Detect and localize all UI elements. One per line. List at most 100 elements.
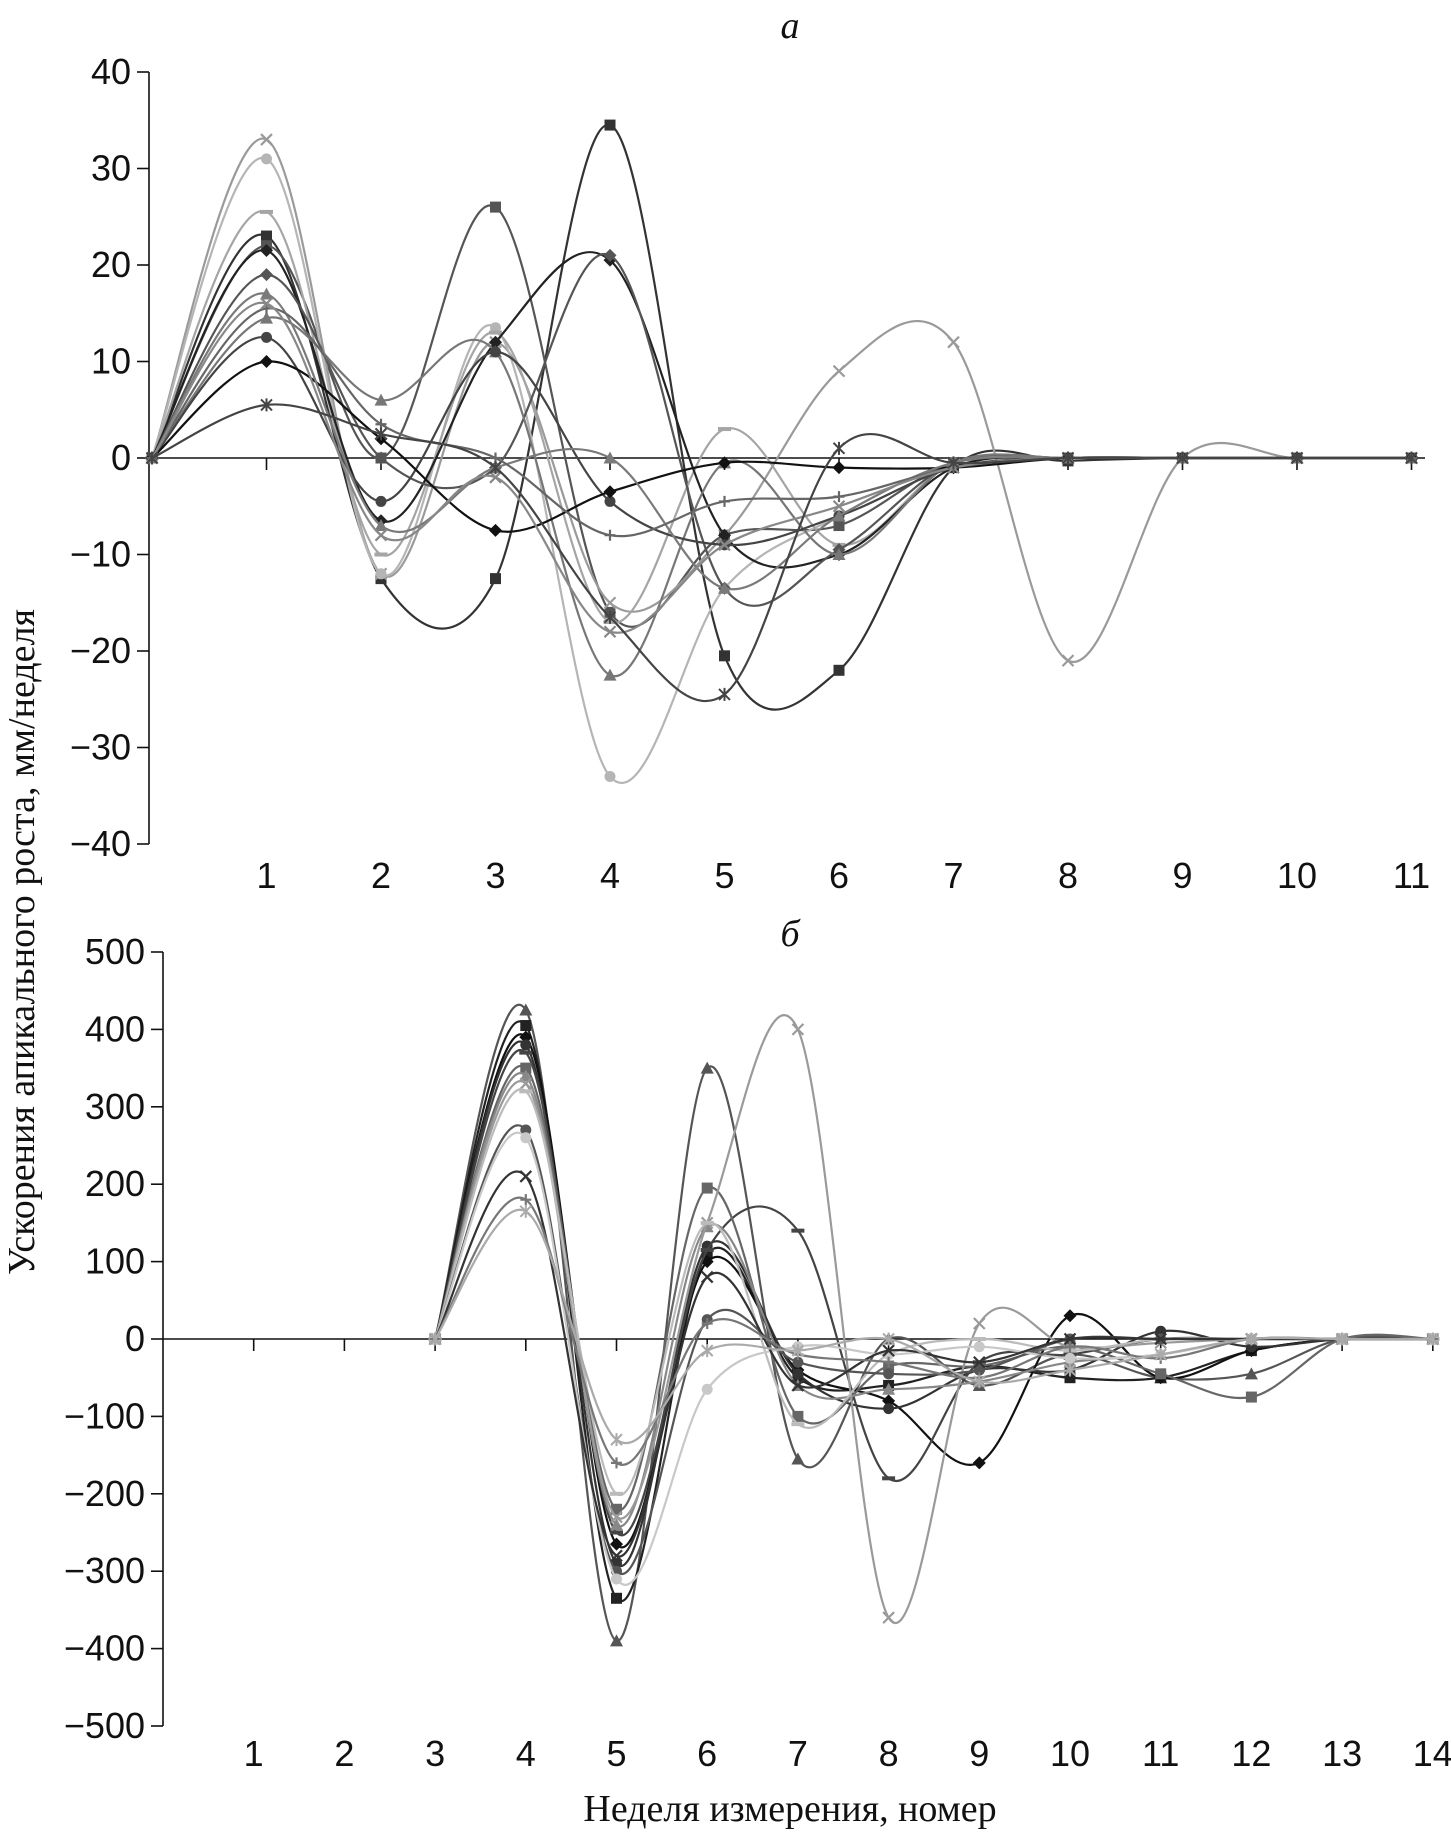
- series-4: [146, 153, 1417, 784]
- marker-star: [973, 1375, 986, 1389]
- marker-dash: [882, 1476, 896, 1481]
- marker-dash: [610, 1530, 623, 1535]
- series-line: [151, 252, 1412, 607]
- marker-circle: [1155, 1325, 1167, 1337]
- marker-x: [260, 297, 273, 310]
- marker-diamond: [972, 1456, 986, 1470]
- marker-circle: [883, 1403, 895, 1415]
- x-tick-label: 10: [1050, 1733, 1090, 1774]
- x-tick-label: 13: [1322, 1733, 1362, 1774]
- marker-circle: [261, 331, 272, 343]
- x-axis-title: Неделя измерения, номер: [583, 1788, 996, 1830]
- marker-dash: [489, 330, 502, 335]
- marker-plus: [1064, 1341, 1076, 1353]
- y-tick-label: −200: [64, 1473, 145, 1514]
- y-tick-label: 40: [91, 51, 131, 92]
- marker-circle: [973, 1341, 985, 1353]
- marker-star: [145, 451, 159, 465]
- marker-x: [832, 364, 846, 378]
- marker-dash: [700, 1220, 714, 1225]
- series-line: [151, 301, 1412, 634]
- marker-x: [1063, 1332, 1077, 1346]
- marker-star: [1061, 451, 1075, 465]
- y-tick-label: 100: [85, 1241, 145, 1282]
- series-line: [434, 1020, 1433, 1603]
- marker-triangle: [603, 668, 617, 681]
- marker-x: [832, 499, 846, 513]
- marker-dash: [260, 209, 273, 214]
- y-tick-label: −30: [70, 727, 131, 768]
- marker-x: [700, 1270, 714, 1284]
- marker-diamond: [610, 1537, 623, 1551]
- x-tick-label: 9: [1172, 855, 1192, 896]
- marker-x: [519, 1170, 533, 1183]
- marker-plus: [833, 491, 845, 503]
- y-tick-label: 500: [85, 931, 145, 972]
- marker-star: [610, 1433, 623, 1447]
- marker-x: [603, 625, 617, 638]
- marker-dash: [972, 1337, 986, 1341]
- marker-circle: [520, 1124, 532, 1136]
- x-tick-label: 3: [485, 855, 505, 896]
- marker-dash: [519, 1089, 533, 1094]
- marker-square: [1064, 1372, 1076, 1384]
- marker-circle: [792, 1368, 804, 1380]
- marker-plus: [719, 495, 730, 507]
- series-line: [151, 316, 1412, 678]
- x-tick-label: 10: [1277, 855, 1317, 896]
- marker-x: [603, 596, 617, 610]
- series-line: [434, 1014, 1433, 1624]
- marker-diamond: [260, 244, 273, 258]
- panel-a-label: a: [781, 5, 800, 47]
- marker-circle: [604, 495, 616, 507]
- series-11: [145, 287, 1418, 594]
- marker-triangle: [700, 1061, 714, 1074]
- marker-circle: [520, 1039, 532, 1051]
- series-13: [145, 297, 1418, 638]
- x-tick-label: 8: [1058, 855, 1078, 896]
- marker-star: [260, 398, 273, 412]
- y-tick-label: 0: [111, 437, 131, 478]
- marker-triangle: [1244, 1367, 1258, 1380]
- marker-star: [374, 427, 388, 441]
- marker-x: [519, 1077, 533, 1090]
- y-tick-label: −40: [70, 823, 131, 864]
- series-5: [428, 1048, 1440, 1537]
- marker-x: [610, 1510, 623, 1524]
- marker-x: [973, 1317, 986, 1330]
- marker-diamond: [1063, 1309, 1077, 1323]
- x-tick-label: 5: [606, 1733, 626, 1774]
- marker-diamond: [374, 451, 388, 465]
- x-tick-label: 8: [879, 1733, 899, 1774]
- series-line: [434, 1040, 1433, 1568]
- x-tick-label: 9: [969, 1733, 989, 1774]
- marker-x: [374, 528, 388, 542]
- series-14: [145, 398, 1418, 703]
- marker-circle: [375, 568, 387, 580]
- marker-triangle: [519, 1069, 533, 1082]
- y-tick-label: −100: [64, 1395, 145, 1436]
- marker-triangle: [603, 451, 617, 464]
- y-tick-label: 20: [91, 244, 131, 285]
- series-8: [145, 311, 1418, 681]
- series-line: [151, 210, 1412, 624]
- marker-star: [1063, 1363, 1077, 1377]
- marker-square: [520, 1062, 532, 1074]
- marker-x: [947, 335, 960, 349]
- marker-x: [882, 1611, 895, 1624]
- marker-triangle: [260, 311, 273, 324]
- marker-square: [719, 650, 730, 662]
- marker-circle: [261, 153, 272, 165]
- x-tick-label: 2: [371, 855, 391, 896]
- marker-plus: [701, 1318, 713, 1330]
- marker-square: [611, 1592, 622, 1604]
- x-tick-label: 2: [334, 1733, 354, 1774]
- x-tick-label: 11: [1393, 855, 1430, 896]
- marker-x: [791, 1379, 805, 1392]
- chart-panel-a: a 40 30 20 10 0 −10 −20 −30 −40 1 2 3 4 5 6 7 8 9 10 11: [70, 5, 1430, 896]
- marker-triangle: [832, 509, 846, 522]
- marker-plus: [604, 529, 616, 541]
- y-tick-label: 200: [85, 1163, 145, 1204]
